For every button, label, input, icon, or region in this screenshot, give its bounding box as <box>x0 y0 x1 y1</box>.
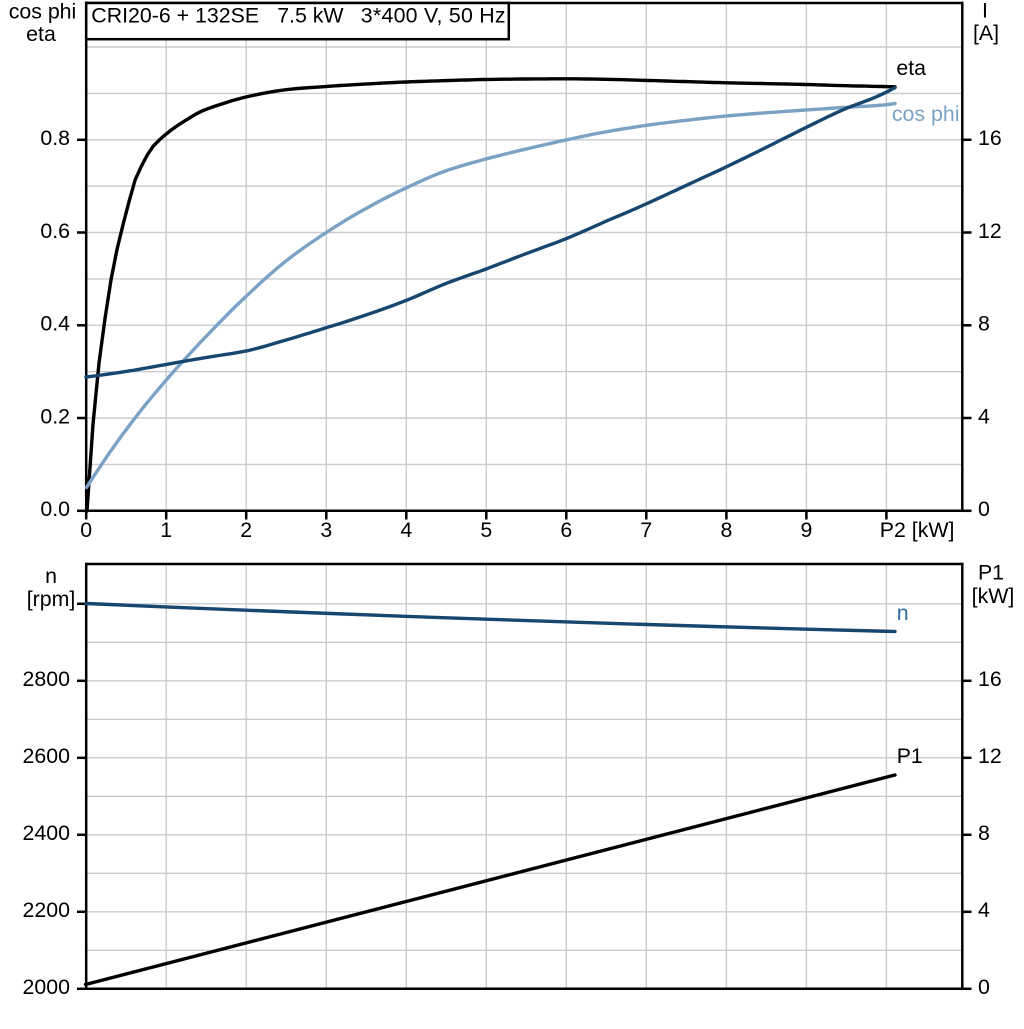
svg-text:P1: P1 <box>897 744 923 768</box>
svg-text:eta: eta <box>26 22 56 46</box>
svg-text:0.0: 0.0 <box>40 497 70 521</box>
svg-text:9: 9 <box>800 518 812 542</box>
svg-text:4: 4 <box>978 898 990 922</box>
svg-text:4: 4 <box>400 518 412 542</box>
svg-text:7: 7 <box>640 518 652 542</box>
svg-text:CRI20-6 + 132SE: CRI20-6 + 132SE <box>91 3 259 27</box>
svg-text:n: n <box>897 601 909 625</box>
svg-text:12: 12 <box>978 744 1002 768</box>
svg-text:0.2: 0.2 <box>40 404 70 428</box>
svg-text:0.8: 0.8 <box>40 126 70 150</box>
svg-text:0: 0 <box>80 518 92 542</box>
svg-text:6: 6 <box>560 518 572 542</box>
svg-text:P1: P1 <box>978 561 1004 585</box>
svg-text:8: 8 <box>978 821 990 845</box>
svg-text:I: I <box>982 0 988 23</box>
svg-text:2800: 2800 <box>23 667 71 691</box>
svg-text:16: 16 <box>978 126 1002 150</box>
svg-text:cos phi: cos phi <box>892 102 960 126</box>
svg-text:5: 5 <box>480 518 492 542</box>
svg-text:3*400 V, 50 Hz: 3*400 V, 50 Hz <box>361 3 506 27</box>
svg-text:8: 8 <box>978 312 990 336</box>
svg-text:2400: 2400 <box>23 821 71 845</box>
svg-text:12: 12 <box>978 219 1002 243</box>
svg-text:2000: 2000 <box>23 975 71 999</box>
svg-text:2200: 2200 <box>23 898 71 922</box>
svg-text:0.6: 0.6 <box>40 219 70 243</box>
svg-text:[kW]: [kW] <box>972 584 1015 608</box>
svg-text:0: 0 <box>978 975 990 999</box>
svg-text:3: 3 <box>320 518 332 542</box>
svg-text:[A]: [A] <box>973 21 999 45</box>
svg-text:1: 1 <box>160 518 172 542</box>
svg-text:0: 0 <box>978 497 990 521</box>
svg-text:4: 4 <box>978 404 990 428</box>
svg-text:0.4: 0.4 <box>40 312 70 336</box>
svg-text:n: n <box>45 564 57 588</box>
svg-text:2: 2 <box>240 518 252 542</box>
svg-text:eta: eta <box>896 56 926 80</box>
svg-text:16: 16 <box>978 667 1002 691</box>
svg-text:P2 [kW]: P2 [kW] <box>880 518 955 542</box>
svg-text:2600: 2600 <box>23 744 71 768</box>
svg-text:8: 8 <box>720 518 732 542</box>
svg-text:[rpm]: [rpm] <box>27 587 76 611</box>
svg-text:cos phi: cos phi <box>9 0 77 23</box>
svg-text:7.5 kW: 7.5 kW <box>277 3 344 27</box>
